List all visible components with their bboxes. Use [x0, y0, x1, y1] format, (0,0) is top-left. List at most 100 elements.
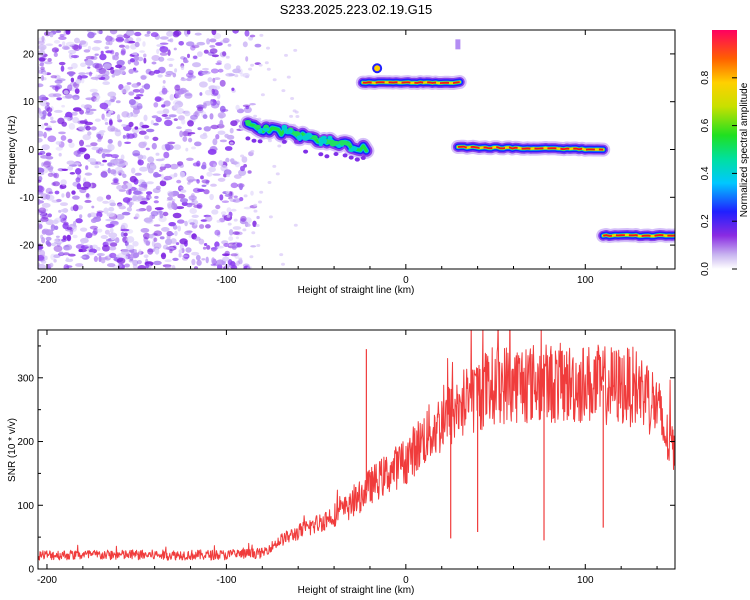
- noise-speck: [60, 135, 67, 141]
- spectrogram-y-axis-title: Frequency (Hz): [7, 116, 18, 185]
- noise-speck: [148, 196, 152, 199]
- noise-speck: [63, 90, 69, 95]
- signal-blob: [297, 135, 303, 141]
- noise-speck: [66, 160, 76, 165]
- noise-speck: [47, 213, 52, 218]
- noise-speck: [115, 64, 123, 69]
- noise-speck: [126, 207, 132, 212]
- noise-speck: [50, 120, 57, 124]
- snr-y-tick-label: 0: [28, 565, 34, 576]
- noise-speck: [183, 59, 189, 64]
- noise-speck: [39, 63, 43, 66]
- signal-blob: [348, 155, 354, 160]
- noise-speck: [250, 63, 255, 67]
- noise-speck: [53, 52, 58, 57]
- signal-blob: [374, 65, 381, 72]
- signal-blob: [251, 138, 257, 143]
- noise-speck: [40, 66, 45, 71]
- noise-speck: [80, 78, 85, 84]
- noise-speck: [222, 256, 230, 262]
- noise-speck: [202, 114, 208, 119]
- signal-blob: [257, 139, 263, 144]
- spectrogram-x-tick-label: -100: [216, 275, 236, 286]
- noise-speck: [38, 137, 43, 143]
- noise-speck: [67, 84, 73, 92]
- noise-speck: [177, 193, 186, 199]
- noise-speck: [167, 232, 175, 236]
- noise-speck: [156, 48, 160, 55]
- noise-speck: [96, 246, 101, 251]
- colorbar-tick-label: 0.6: [700, 118, 711, 132]
- noise-speck: [188, 137, 193, 143]
- spectrogram-y-tick-label: -20: [20, 241, 35, 252]
- noise-speck: [89, 225, 98, 230]
- noise-speck: [260, 93, 265, 97]
- noise-speck: [38, 130, 44, 136]
- snr-y-tick-label: 300: [17, 373, 34, 384]
- noise-speck: [97, 138, 102, 142]
- noise-speck: [245, 56, 249, 62]
- noise-speck: [167, 191, 177, 198]
- snr-y-axis: 0 100 200 300: [17, 345, 675, 576]
- noise-speck: [173, 103, 180, 110]
- noise-speck: [234, 74, 239, 78]
- noise-speck: [94, 165, 100, 169]
- noise-speck: [66, 226, 73, 231]
- noise-speck: [53, 172, 60, 179]
- noise-speck: [201, 258, 206, 261]
- noise-speck: [108, 41, 113, 46]
- noise-speck: [211, 30, 217, 36]
- noise-speck: [58, 131, 66, 135]
- noise-speck: [80, 227, 88, 232]
- noise-speck: [53, 39, 61, 44]
- noise-speck: [79, 139, 84, 147]
- noise-speckle-layer: [38, 30, 300, 269]
- noise-speck: [60, 179, 67, 186]
- noise-speck: [97, 134, 101, 140]
- noise-speck: [216, 100, 221, 106]
- noise-speck: [174, 68, 178, 73]
- noise-speck: [185, 128, 193, 133]
- noise-speck: [40, 68, 46, 73]
- signal-blob: [303, 149, 309, 154]
- noise-speck: [41, 144, 50, 151]
- noise-speck: [38, 44, 47, 51]
- noise-speck: [107, 144, 115, 151]
- noise-speck: [55, 30, 62, 33]
- noise-speck: [41, 237, 46, 244]
- noise-speck: [190, 45, 196, 51]
- noise-speck: [101, 173, 108, 178]
- noise-speck: [258, 200, 262, 204]
- noise-speck: [154, 247, 160, 255]
- noise-speck: [91, 146, 100, 151]
- noise-speck: [38, 179, 42, 183]
- noise-speck: [189, 222, 195, 225]
- noise-speck: [78, 126, 85, 130]
- noise-speck: [120, 231, 125, 237]
- noise-speck: [67, 118, 72, 122]
- noise-speck: [101, 113, 105, 120]
- colorbar-tick-label: 0.4: [700, 166, 711, 180]
- noise-speck: [50, 171, 56, 176]
- noise-speck: [83, 153, 91, 160]
- noise-speck: [208, 85, 213, 93]
- noise-speck: [169, 249, 173, 254]
- noise-speck: [233, 195, 238, 199]
- noise-speck: [205, 224, 211, 229]
- noise-speck: [107, 263, 116, 268]
- noise-speck: [116, 257, 126, 264]
- noise-speck: [187, 53, 190, 59]
- noise-speck: [78, 248, 83, 253]
- noise-speck: [68, 71, 74, 77]
- noise-speck: [91, 205, 95, 209]
- noise-speck: [167, 49, 171, 56]
- noise-speck: [49, 262, 54, 268]
- noise-speck: [172, 224, 178, 230]
- noise-speck: [153, 171, 160, 178]
- noise-speck: [134, 213, 140, 219]
- noise-speck: [65, 257, 69, 262]
- noise-speck: [40, 217, 49, 222]
- spectrogram-y-tick-label: 0: [28, 145, 34, 156]
- noise-speck: [168, 63, 173, 67]
- snr-y-tick-label: 200: [17, 437, 34, 448]
